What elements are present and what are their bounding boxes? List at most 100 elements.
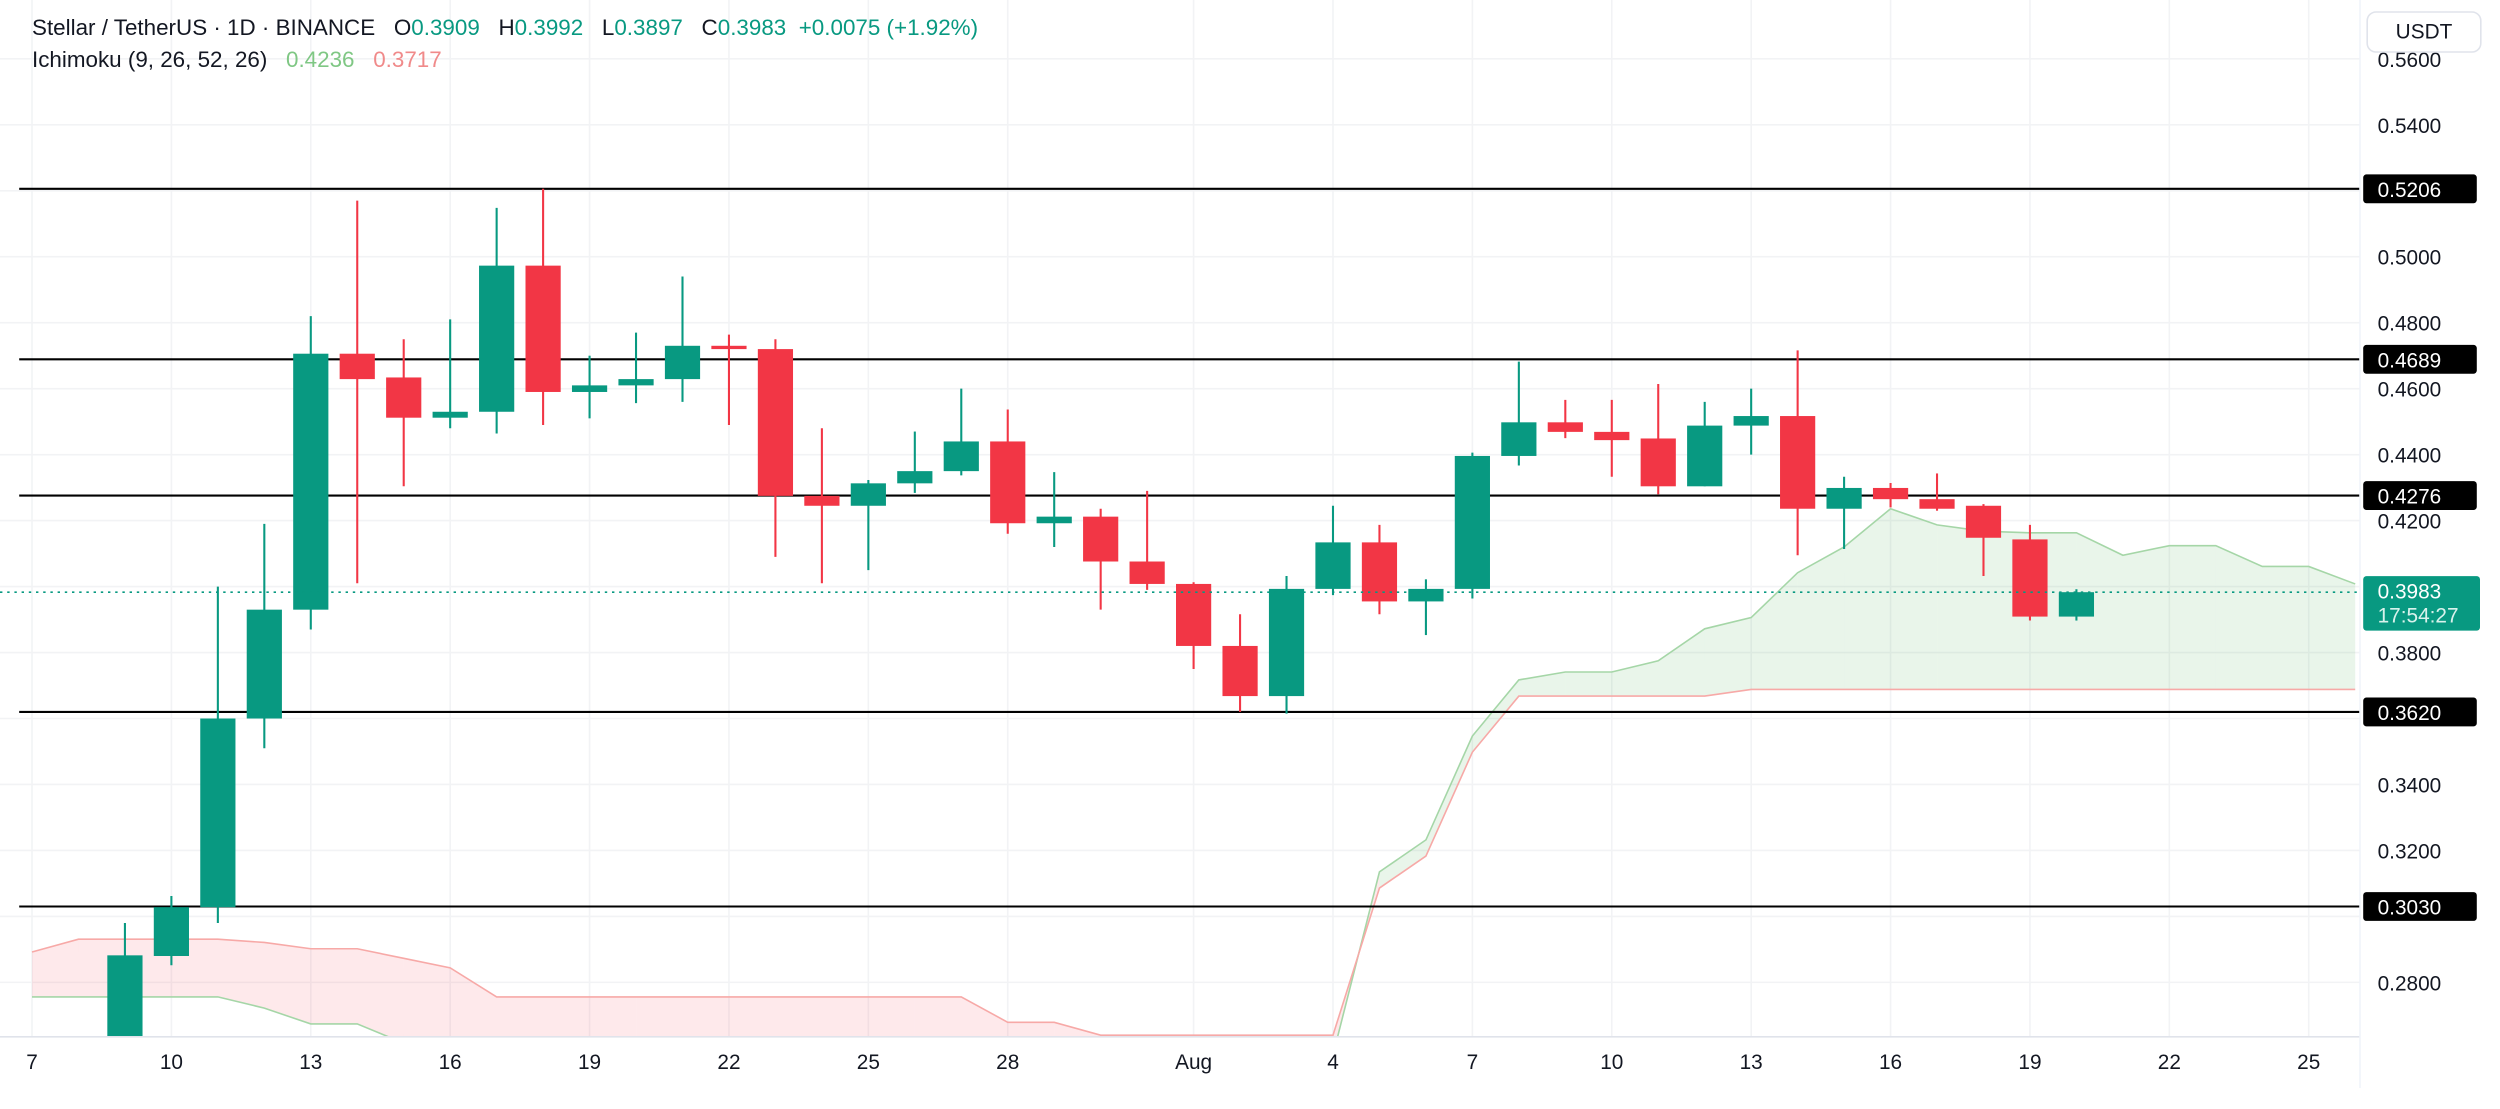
- date-tick-label: 25: [857, 1051, 880, 1074]
- price-tick-label: 0.4400: [2378, 445, 2442, 468]
- cloud-segment: [2308, 566, 2356, 690]
- date-tick-label: 10: [160, 1051, 183, 1074]
- candle-body: [2012, 539, 2048, 617]
- cloud-segment: [2169, 545, 2216, 690]
- grid: [0, 0, 2361, 1037]
- cloud-segment: [2262, 566, 2309, 690]
- candle-body: [1872, 487, 1909, 500]
- indicator-legend: Ichimoku (9, 26, 52, 26) 0.4236 0.3717: [32, 46, 442, 72]
- cloud-segment: [1425, 735, 1473, 857]
- candle-body: [1036, 516, 1072, 524]
- candle-body: [525, 265, 561, 392]
- candle-body: [1268, 588, 1305, 697]
- candle-body: [246, 609, 282, 719]
- cloud-segment: [1100, 1035, 1148, 1037]
- level-label: 0.5206: [2378, 179, 2442, 202]
- candle-body: [1687, 425, 1723, 487]
- candle: [804, 428, 840, 584]
- date-tick-label: 16: [1879, 1051, 1902, 1074]
- cloud-segment: [1240, 1035, 1287, 1037]
- candle: [339, 200, 375, 584]
- change-value: +0.0075 (+1.92%): [798, 14, 979, 40]
- price-tick-label: 0.4600: [2378, 379, 2442, 402]
- candle: [1361, 524, 1398, 615]
- candle: [897, 431, 933, 493]
- candle: [2012, 524, 2048, 621]
- span-b-line: [31, 688, 2356, 1036]
- level-labels: 0.5206 0.4689 0.4276 0.3620 0.3030: [2363, 174, 2477, 921]
- candle-body: [107, 955, 143, 1037]
- cloud-segment: [1565, 672, 1612, 697]
- price-axis[interactable]: 0.5600 0.5400 0.5000 0.4800 0.4600 0.4400 0.42…: [2378, 49, 2442, 996]
- countdown: 17:54:27: [2378, 605, 2459, 628]
- candles: [107, 188, 2095, 1037]
- level-label-box: [2363, 697, 2477, 727]
- candle: [246, 523, 282, 749]
- date-tick-label: 13: [299, 1051, 322, 1074]
- cloud-segment: [728, 996, 776, 1037]
- cloud-segment: [1937, 524, 1984, 690]
- candle-body: [1129, 561, 1165, 584]
- candle: [1780, 350, 1816, 556]
- price-tick-label: 0.4800: [2378, 313, 2442, 336]
- candle: [153, 895, 189, 966]
- date-tick-label: 19: [2018, 1051, 2041, 1074]
- candle: [386, 339, 422, 487]
- ichimoku-cloud: [31, 507, 2356, 1037]
- date-tick-label: 28: [996, 1051, 1019, 1074]
- candle-body: [1408, 588, 1444, 602]
- candle: [943, 388, 979, 476]
- candle-body: [850, 483, 886, 506]
- candle-body: [1780, 416, 1816, 509]
- candle: [1640, 384, 1676, 495]
- candle: [1733, 388, 1769, 455]
- cloud-segment: [961, 996, 1008, 1037]
- cloud-segment: [1751, 572, 1798, 690]
- candle-body: [1501, 422, 1537, 456]
- cloud-segment: [914, 996, 962, 1037]
- price-tick-label: 0.5000: [2378, 247, 2442, 270]
- close-label: C: [701, 14, 718, 40]
- candle-body: [339, 353, 375, 380]
- cloud-segment: [1286, 1035, 1333, 1037]
- candle: [1129, 490, 1165, 590]
- candle-body: [1919, 499, 1955, 509]
- candle-body: [618, 379, 654, 386]
- level-label: 0.3030: [2378, 897, 2442, 920]
- candle: [1454, 452, 1490, 599]
- candle: [850, 480, 886, 571]
- time-axis[interactable]: 7 10 13 16 19 22 25 28 Aug 4 7 10 13 16 19 22 25: [26, 1051, 2320, 1074]
- candle-body: [664, 345, 701, 380]
- indicator-name[interactable]: Ichimoku (9, 26, 52, 26): [32, 46, 268, 72]
- candle-body: [1176, 583, 1212, 646]
- cloud-segment: [403, 958, 451, 1037]
- date-tick-label: 13: [1740, 1051, 1763, 1074]
- cloud-segment: [1797, 546, 1845, 690]
- candle-body: [479, 265, 515, 412]
- candle-body: [943, 441, 979, 472]
- level-label: 0.3620: [2378, 702, 2442, 725]
- level-label-box: [2363, 481, 2477, 510]
- cloud-segment: [1658, 628, 1705, 697]
- candle-body: [386, 377, 422, 418]
- cloud-segment: [775, 996, 822, 1037]
- symbol-title[interactable]: Stellar / TetherUS · 1D · BINANCE: [32, 14, 376, 40]
- candle-body: [200, 718, 236, 908]
- candle: [525, 188, 561, 425]
- close-value: 0.3983: [717, 14, 787, 40]
- candle: [664, 276, 701, 402]
- currency-button[interactable]: USDT: [2366, 11, 2482, 53]
- candle-body: [293, 353, 329, 610]
- candle: [1687, 401, 1723, 487]
- candle-body: [1640, 438, 1676, 487]
- candle: [618, 332, 654, 404]
- open-label: O: [393, 14, 412, 40]
- candle-body: [1315, 542, 1351, 589]
- cloud-segment: [32, 939, 79, 997]
- price-tick-label: 0.3200: [2378, 840, 2442, 863]
- level-label: 0.4689: [2378, 349, 2442, 372]
- cloud-segment: [264, 942, 311, 1024]
- candle-body: [711, 345, 747, 350]
